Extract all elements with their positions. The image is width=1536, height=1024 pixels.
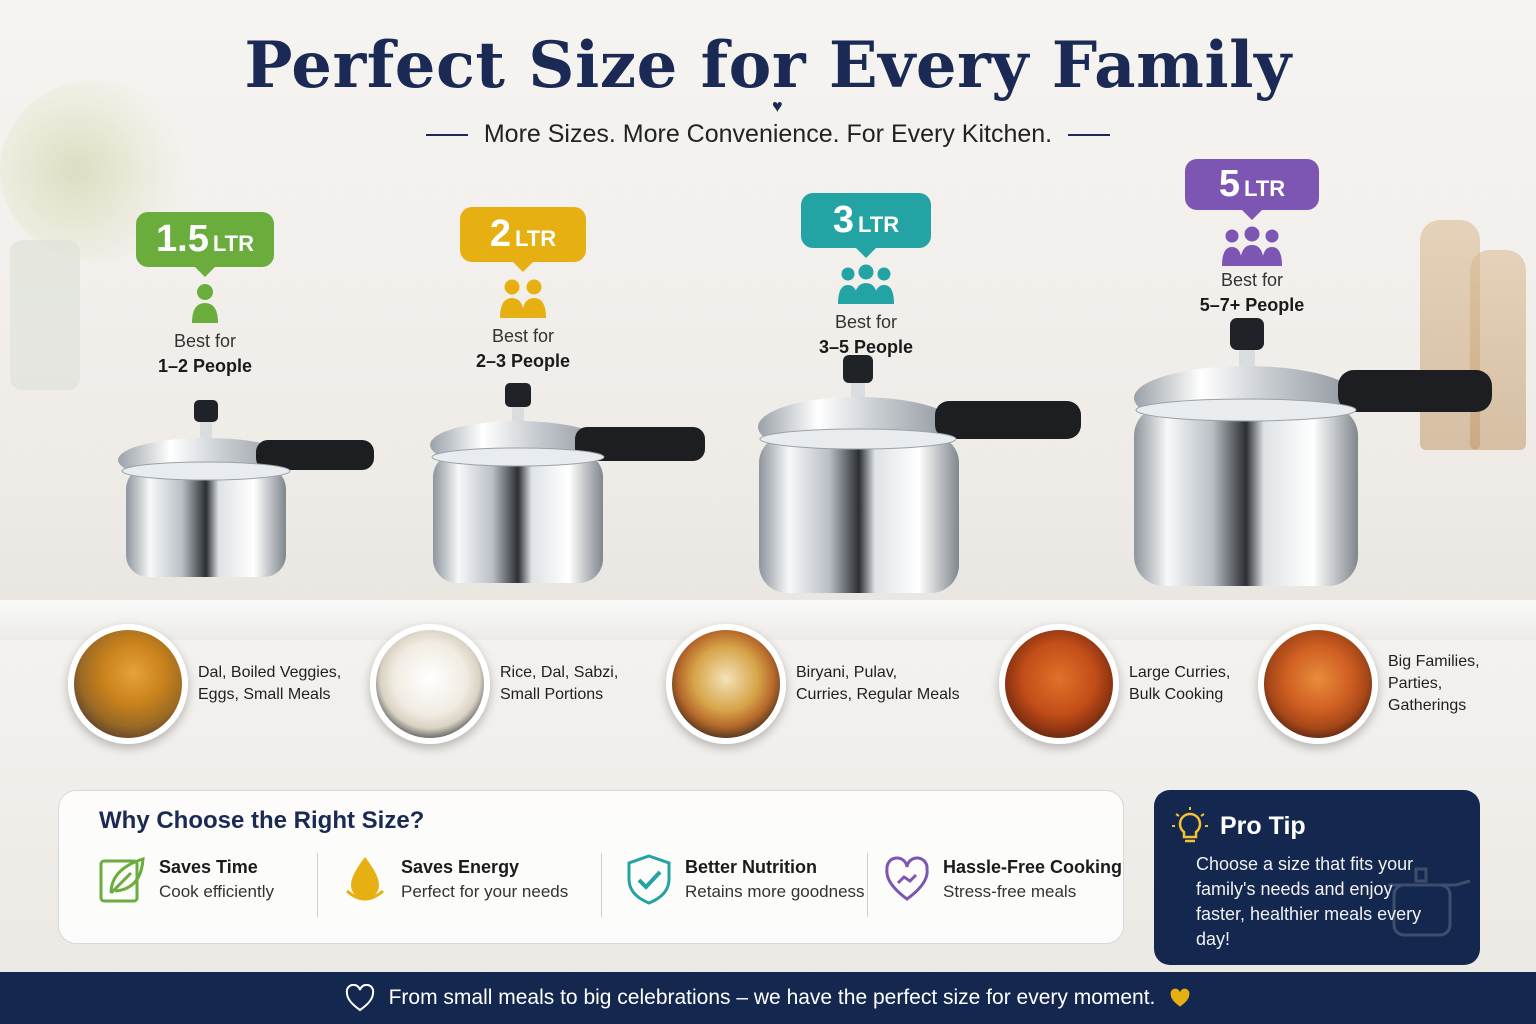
page-title: Perfect Size for Every Family (244, 28, 1292, 103)
pressure-cooker-1-5-ltr (118, 400, 374, 577)
food-line: Dal, Boiled Veggies, (198, 664, 342, 681)
heart-outline-icon (345, 984, 374, 1012)
size-unit: LTR (1244, 176, 1286, 201)
footer-text: From small meals to big celebrations – w… (388, 986, 1156, 1009)
benefit-heading: Hassle-Free Cooking (943, 856, 1123, 877)
size-badge: 2 LTR (459, 207, 587, 272)
benefit-divider (867, 853, 868, 917)
curry-bowl-image (999, 624, 1119, 744)
heart-icon: ♥ (772, 96, 783, 116)
group-people-icon (766, 264, 966, 304)
single-person-icon (105, 283, 305, 323)
food-line: Rice, Dal, Sabzi, (500, 664, 619, 681)
pressure-cooker-5-ltr (1134, 318, 1492, 586)
party-curry-bowl-image (1258, 624, 1378, 744)
footer-banner: From small meals to big celebrations – w… (0, 972, 1536, 1024)
size-column-5-ltr: 5 LTR Best for 5–7+ People (1152, 159, 1352, 316)
benefit-heading: Saves Energy (401, 856, 520, 877)
biryani-bowl-image (666, 624, 786, 744)
best-for-label: Best for (1220, 270, 1284, 290)
food-item: Biryani, Pulav, Curries, Regular Meals (666, 624, 966, 744)
size-number: 5 (1218, 163, 1240, 205)
benefit-divider (601, 853, 602, 917)
food-line: Large Curries, (1129, 664, 1231, 681)
background-cutting-board (1470, 250, 1526, 450)
lightbulb-icon (1172, 807, 1208, 843)
subtitle: More Sizes. More Convenience. For Every … (483, 120, 1053, 148)
benefit-subtext: Perfect for your needs (401, 881, 569, 901)
why-choose-title: Why Choose the Right Size? (99, 807, 425, 834)
best-for-label: Best for (173, 331, 237, 351)
pro-tip-card: Pro Tip Choose a size that fits your fam… (1154, 790, 1480, 965)
benefit-hassle-free: Hassle-Free Cooking Stress-free meals (881, 853, 1122, 905)
benefit-subtext: Cook efficiently (159, 881, 274, 901)
subtitle-row: More Sizes. More Convenience. For Every … (0, 120, 1536, 149)
people-count: 3–5 People (818, 337, 914, 357)
food-description: Dal, Boiled Veggies, Eggs, Small Meals (198, 662, 368, 706)
flame-drop-icon (346, 857, 384, 901)
size-column-1-5-ltr: 1.5 LTR Best for 1–2 People (105, 212, 305, 377)
large-group-icon (1152, 226, 1352, 266)
size-badge: 3 LTR (800, 193, 932, 258)
leaf-icon (99, 856, 145, 903)
heart-icon (1170, 988, 1190, 1007)
food-description: Big Families, Parties, Gatherings (1388, 651, 1536, 717)
size-badge: 5 LTR (1184, 159, 1320, 220)
food-item: Big Families, Parties, Gatherings (1258, 624, 1536, 744)
benefit-heading: Better Nutrition (685, 856, 817, 877)
food-line: Curries, Regular Meals (796, 686, 960, 703)
shield-check-icon (627, 854, 671, 905)
best-for-label: Best for (834, 312, 898, 332)
pro-tip-title: Pro Tip (1220, 811, 1306, 840)
benefit-saves-energy: Saves Energy Perfect for your needs (339, 853, 568, 905)
food-item: Large Curries, Bulk Cooking (999, 624, 1299, 744)
countertop (0, 600, 1536, 640)
pro-tip-header: Pro Tip (1170, 806, 1306, 846)
size-number: 1.5 (156, 218, 209, 260)
pressure-cooker-3-ltr (758, 355, 1081, 593)
heart-hand-icon (885, 856, 929, 901)
food-line: Gatherings (1388, 697, 1467, 714)
food-description: Biryani, Pulav, Curries, Regular Meals (796, 662, 966, 706)
size-column-2-ltr: 2 LTR Best for 2–3 People (423, 207, 623, 372)
benefit-divider (317, 853, 318, 917)
people-count: 2–3 People (475, 351, 571, 371)
benefit-better-nutrition: Better Nutrition Retains more goodness (623, 853, 865, 905)
background-vase (10, 240, 80, 390)
size-number: 3 (832, 199, 854, 241)
size-number: 2 (489, 213, 511, 255)
food-item: Dal, Boiled Veggies, Eggs, Small Meals (68, 624, 368, 744)
two-people-icon (423, 278, 623, 318)
size-unit: LTR (212, 231, 254, 256)
food-line: Big Families, Parties, (1388, 653, 1480, 692)
size-badge: 1.5 LTR (136, 212, 274, 277)
food-line: Biryani, Pulav, (796, 664, 898, 681)
why-choose-panel: Why Choose the Right Size? Saves Time Co… (58, 790, 1124, 944)
pro-tip-text: Choose a size that fits your family's ne… (1196, 854, 1422, 949)
size-column-3-ltr: 3 LTR Best for 3–5 People (766, 193, 966, 358)
subtitle-divider (425, 133, 468, 136)
best-for-label: Best for (491, 326, 555, 346)
people-count: 5–7+ People (1199, 295, 1305, 315)
benefit-subtext: Retains more goodness (685, 881, 865, 901)
food-description: Rice, Dal, Sabzi, Small Portions (500, 662, 670, 706)
rice-bowl-image (370, 624, 490, 744)
size-unit: LTR (858, 212, 900, 237)
benefit-heading: Saves Time (159, 856, 258, 877)
food-line: Eggs, Small Meals (198, 686, 331, 703)
pressure-cooker-2-ltr (430, 383, 705, 583)
food-description: Large Curries, Bulk Cooking (1129, 662, 1299, 706)
subtitle-divider (1068, 133, 1111, 136)
food-item: Rice, Dal, Sabzi, Small Portions (370, 624, 670, 744)
food-line: Bulk Cooking (1129, 686, 1224, 703)
dal-bowl-image (68, 624, 188, 744)
benefit-saves-time: Saves Time Cook efficiently (97, 853, 274, 905)
benefit-subtext: Stress-free meals (943, 881, 1077, 901)
size-unit: LTR (515, 226, 557, 251)
food-line: Small Portions (500, 686, 604, 703)
cooker-outline-icon (1388, 867, 1471, 937)
people-count: 1–2 People (157, 356, 253, 376)
